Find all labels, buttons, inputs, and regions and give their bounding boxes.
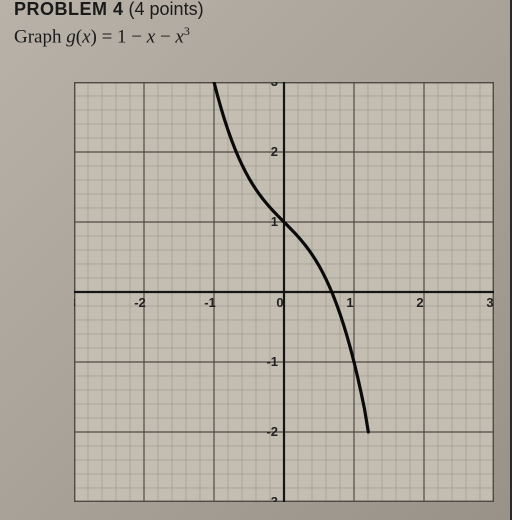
equation-a: 1: [117, 26, 127, 47]
x-tick-label: -1: [204, 295, 216, 310]
problem-header: PROBLEM 4 (4 points) Graph g(x) = 1 − x …: [0, 0, 512, 54]
graph-container: -3-2-10123-3-2-1123: [74, 82, 494, 502]
x-tick-label: 0: [276, 295, 283, 310]
x-tick-label: 3: [486, 295, 493, 310]
y-tick-label: 3: [271, 82, 278, 89]
y-tick-label: 2: [271, 144, 278, 159]
equation-prefix: Graph: [14, 26, 66, 47]
problem-points: (4 points): [129, 0, 204, 19]
y-tick-label: -2: [266, 424, 278, 439]
equation-var1: x: [82, 26, 90, 47]
x-tick-label: -2: [134, 295, 146, 310]
x-tick-label: 2: [416, 295, 423, 310]
y-tick-label: -3: [266, 494, 278, 502]
problem-equation: Graph g(x) = 1 − x − x3: [14, 24, 498, 48]
x-tick-label: -3: [74, 295, 76, 310]
equation-b: x: [147, 26, 155, 47]
equation-func: g: [66, 26, 76, 47]
equation-exp: 3: [184, 24, 190, 38]
x-tick-label: 1: [346, 295, 353, 310]
graph-svg: -3-2-10123-3-2-1123: [74, 82, 494, 502]
problem-title-line: PROBLEM 4 (4 points): [14, 0, 498, 20]
equation-c: x: [175, 26, 183, 47]
y-tick-label: -1: [266, 354, 278, 369]
problem-label: PROBLEM 4: [14, 0, 124, 19]
